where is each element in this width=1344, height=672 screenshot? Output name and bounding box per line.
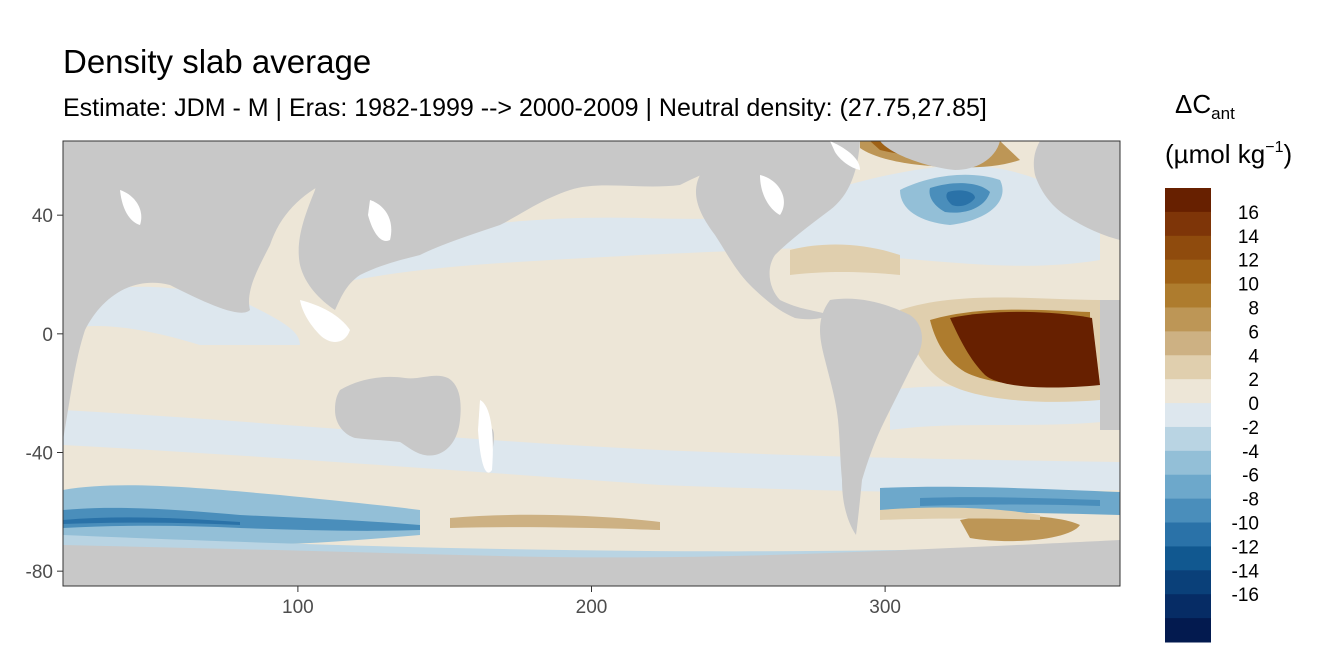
south-america-land [820,298,922,535]
legend-swatch [1165,522,1211,547]
y-tick-label: -40 [26,444,53,465]
gulf-stream-brown [790,244,900,275]
ross-sea-brown [450,514,660,530]
legend-swatch [1165,426,1211,452]
atlantic-sector-dark [920,497,1100,506]
legend-label: 12 [1238,251,1259,272]
map-panel [63,141,1120,586]
weddell-sea-light [880,507,1040,520]
legend-swatch [1165,403,1211,428]
legend-swatch [1165,211,1211,237]
southern-ocean-deep-band [63,517,240,525]
weddell-sea-brown [960,515,1080,542]
antarctica-land [63,540,1120,586]
legend-label: 14 [1238,227,1260,248]
legend-label: -4 [1242,442,1259,463]
legend-label: -12 [1232,537,1259,558]
europe-land [1033,141,1120,240]
legend-swatch [1165,307,1211,332]
legend-title: ΔCant [1175,89,1235,123]
legend-label: -6 [1242,466,1259,487]
legend-label: -14 [1232,561,1260,582]
legend-label: -8 [1242,490,1259,511]
legend-swatch [1165,474,1211,500]
missing-data-patches [120,141,860,473]
y-axis: 40 0 -40 -80 [26,206,63,583]
legend-swatch [1165,355,1211,380]
y-tick-label: 0 [42,325,53,346]
chart-subtitle: Estimate: JDM - M | Eras: 1982-1999 --> … [63,94,987,122]
x-tick-label: 200 [576,597,608,618]
legend-swatch [1165,570,1211,595]
legend-swatch [1165,618,1211,643]
tropical-atlantic-core [950,311,1100,388]
labrador-deep [946,190,975,207]
missing-south-pacific [478,400,493,473]
legend-label: 4 [1248,346,1259,367]
y-tick-label: 40 [32,206,53,227]
legend-swatch [1165,283,1211,308]
legend-colorbar [1165,188,1211,643]
x-axis: 100 200 300 [282,586,901,618]
chart-title: Density slab average [63,43,372,80]
legend-label: 6 [1248,322,1259,343]
missing-arctic [830,141,860,170]
missing-japan [368,200,392,241]
legend-swatch [1165,331,1211,356]
australia-land [335,375,461,456]
legend-label: 0 [1248,394,1259,415]
legend-label: -10 [1232,514,1259,535]
legend: ΔCant (µmol kg−1) 16 14 12 108 6 4 2 0 -2 -4 -6 -8 -… [1165,89,1292,643]
asia-land [298,141,760,310]
missing-hudson [760,175,784,215]
legend-label: 2 [1248,370,1259,391]
legend-swatch [1165,498,1211,524]
x-tick-label: 100 [282,597,314,618]
legend-swatch [1165,235,1211,261]
legend-unit: (µmol kg−1) [1165,139,1292,169]
legend-swatch [1165,379,1211,404]
legend-label: 10 [1238,275,1259,296]
x-tick-label: 300 [869,597,901,618]
legend-labels: 16 14 12 108 6 4 2 0 -2 -4 -6 -8 -10-12 -14 -16 [1232,203,1260,606]
north-america-land [695,141,860,320]
southern-ocean-dark-band [63,507,420,531]
y-tick-label: -80 [26,562,53,583]
legend-swatch [1165,450,1211,476]
greenland-land [880,141,1000,170]
legend-swatch [1165,594,1211,619]
legend-label: -16 [1232,585,1259,606]
legend-label: -2 [1242,418,1259,439]
legend-label: 8 [1248,298,1259,319]
legend-swatch [1165,259,1211,285]
legend-swatch [1165,546,1211,571]
legend-swatch [1165,188,1211,213]
missing-arabian [120,190,142,225]
missing-indonesia [300,300,350,342]
legend-label: 16 [1238,203,1259,224]
africa-east-land [1100,300,1120,430]
